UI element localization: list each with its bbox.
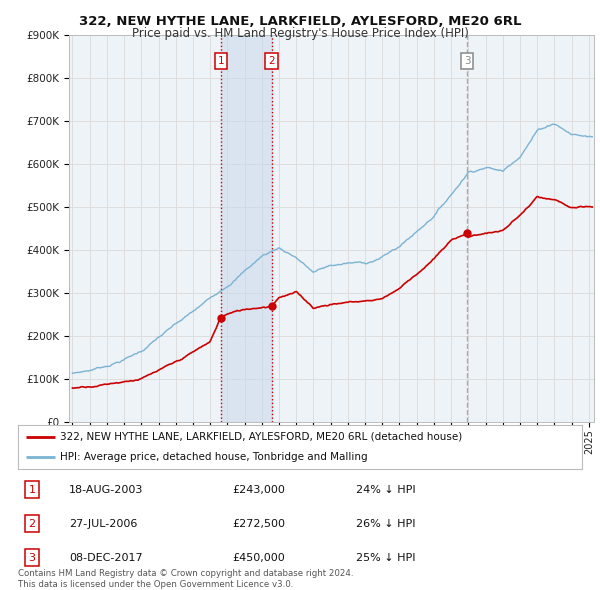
Text: 1: 1 [218, 56, 224, 66]
Text: £272,500: £272,500 [232, 519, 286, 529]
Text: 27-JUL-2006: 27-JUL-2006 [69, 519, 137, 529]
Text: 25% ↓ HPI: 25% ↓ HPI [356, 553, 416, 563]
Text: 2: 2 [29, 519, 35, 529]
Text: £243,000: £243,000 [232, 484, 285, 494]
Bar [221, 35, 272, 422]
Text: 322, NEW HYTHE LANE, LARKFIELD, AYLESFORD, ME20 6RL: 322, NEW HYTHE LANE, LARKFIELD, AYLESFOR… [79, 15, 521, 28]
Text: 1: 1 [29, 484, 35, 494]
Text: 08-DEC-2017: 08-DEC-2017 [69, 553, 142, 563]
Text: Price paid vs. HM Land Registry's House Price Index (HPI): Price paid vs. HM Land Registry's House … [131, 27, 469, 40]
Text: 322, NEW HYTHE LANE, LARKFIELD, AYLESFORD, ME20 6RL (detached house): 322, NEW HYTHE LANE, LARKFIELD, AYLESFOR… [60, 432, 463, 442]
Text: 24% ↓ HPI: 24% ↓ HPI [356, 484, 416, 494]
Text: 3: 3 [464, 56, 470, 66]
Text: 2: 2 [268, 56, 275, 66]
Text: 3: 3 [29, 553, 35, 563]
Text: £450,000: £450,000 [232, 553, 285, 563]
Text: 26% ↓ HPI: 26% ↓ HPI [356, 519, 416, 529]
Text: HPI: Average price, detached house, Tonbridge and Malling: HPI: Average price, detached house, Tonb… [60, 452, 368, 462]
Text: Contains HM Land Registry data © Crown copyright and database right 2024.
This d: Contains HM Land Registry data © Crown c… [18, 569, 353, 589]
Text: 18-AUG-2003: 18-AUG-2003 [69, 484, 143, 494]
